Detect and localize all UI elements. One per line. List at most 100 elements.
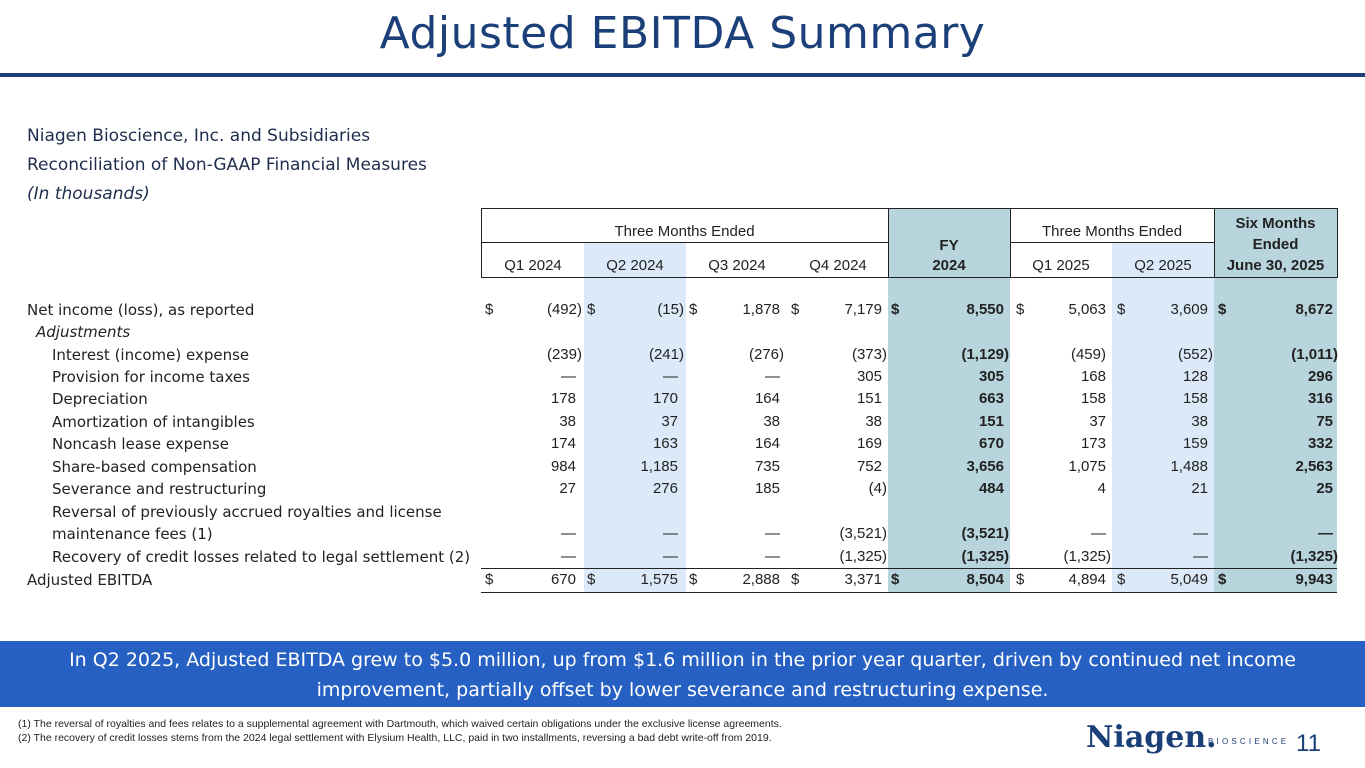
header-fy-left-border bbox=[888, 208, 889, 278]
page-number: 11 bbox=[1296, 730, 1321, 757]
niagen-logo: Niagen. bbox=[1086, 720, 1217, 755]
q2-2024-column-shade bbox=[584, 243, 686, 593]
total-row-bottom-rule bbox=[481, 592, 1337, 593]
col-header-q2-2025: Q2 2025 bbox=[1134, 257, 1192, 274]
provision-q1-2024: — bbox=[561, 368, 576, 385]
recovery-q2-2024: — bbox=[663, 548, 678, 565]
currency-symbol: $ bbox=[1016, 571, 1025, 588]
header-top-border bbox=[481, 208, 1337, 209]
depreciation-q1-2024: 178 bbox=[550, 390, 576, 407]
header-bottom-border bbox=[481, 277, 1337, 278]
interest-q3-2024: (276) bbox=[748, 346, 784, 363]
sbc-q1-2024: 984 bbox=[550, 458, 576, 475]
six-months-column-shade bbox=[1214, 209, 1337, 593]
six-months-header-line1: Six Months bbox=[1235, 215, 1316, 232]
net-income-q1-2025: 5,063 bbox=[1068, 301, 1106, 318]
interest-six-months: (1,011) bbox=[1291, 346, 1338, 363]
currency-symbol: $ bbox=[891, 571, 900, 588]
lease-fy-2024: 670 bbox=[978, 435, 1004, 452]
currency-symbol: $ bbox=[485, 301, 494, 318]
provision-fy-2024: 305 bbox=[978, 368, 1004, 385]
sbc-q1-2025: 1,075 bbox=[1068, 458, 1106, 475]
currency-symbol: $ bbox=[791, 571, 800, 588]
reversal-six-months: — bbox=[1318, 525, 1333, 542]
provision-q1-2025: 168 bbox=[1080, 368, 1106, 385]
depreciation-q3-2024: 164 bbox=[754, 390, 780, 407]
provision-q2-2024: — bbox=[663, 368, 678, 385]
depreciation-q4-2024: 151 bbox=[856, 390, 882, 407]
ebitda-six-months: 9,943 bbox=[1295, 571, 1333, 588]
currency-symbol: $ bbox=[1218, 301, 1227, 318]
row-label-amortization: Amortization of intangibles bbox=[52, 413, 255, 431]
lease-q4-2024: 169 bbox=[856, 435, 882, 452]
depreciation-q2-2025: 158 bbox=[1182, 390, 1208, 407]
interest-fy-2024: (1,129) bbox=[961, 346, 1009, 363]
reversal-q1-2024: — bbox=[561, 525, 576, 542]
amortization-six-months: 75 bbox=[1316, 413, 1333, 430]
severance-q3-2024: 185 bbox=[754, 480, 780, 497]
ebitda-fy-2024: 8,504 bbox=[966, 571, 1004, 588]
provision-six-months: 296 bbox=[1307, 368, 1333, 385]
ebitda-q4-2024: 3,371 bbox=[844, 571, 882, 588]
row-label-interest: Interest (income) expense bbox=[52, 346, 250, 364]
recovery-q4-2024: (1,325) bbox=[839, 548, 887, 565]
severance-q4-2024: (4) bbox=[868, 480, 887, 497]
currency-symbol: $ bbox=[1117, 301, 1126, 318]
banner-line-1: In Q2 2025, Adjusted EBITDA grew to $5.0… bbox=[69, 649, 1296, 671]
net-income-six-months: 8,672 bbox=[1295, 301, 1333, 318]
net-income-q2-2024: (15) bbox=[657, 301, 684, 318]
amortization-q2-2025: 38 bbox=[1191, 413, 1208, 430]
header-fy-right-border bbox=[1010, 208, 1011, 278]
company-name: Niagen Bioscience, Inc. and Subsidiaries bbox=[27, 126, 371, 146]
net-income-q2-2025: 3,609 bbox=[1170, 301, 1208, 318]
row-label-reversal-line1: Reversal of previously accrued royalties… bbox=[52, 503, 442, 521]
col-header-q2-2024: Q2 2024 bbox=[606, 257, 664, 274]
fy-2024-column-shade bbox=[888, 209, 1010, 593]
ebitda-q1-2024: 670 bbox=[550, 571, 576, 588]
currency-symbol: $ bbox=[1218, 571, 1227, 588]
currency-symbol: $ bbox=[689, 301, 698, 318]
severance-fy-2024: 484 bbox=[978, 480, 1004, 497]
col-header-q1-2024: Q1 2024 bbox=[504, 257, 562, 274]
reversal-q2-2025: — bbox=[1193, 525, 1208, 542]
severance-q2-2025: 21 bbox=[1191, 480, 1208, 497]
six-months-header-line3: June 30, 2025 bbox=[1226, 257, 1325, 274]
recovery-q2-2025: — bbox=[1193, 548, 1208, 565]
row-label-net-income: Net income (loss), as reported bbox=[27, 301, 255, 319]
amortization-q4-2024: 38 bbox=[865, 413, 882, 430]
sbc-q3-2024: 735 bbox=[754, 458, 780, 475]
reversal-q2-2024: — bbox=[663, 525, 678, 542]
amortization-fy-2024: 151 bbox=[978, 413, 1004, 430]
interest-q2-2025: (552) bbox=[1177, 346, 1213, 363]
lease-q2-2024: 163 bbox=[652, 435, 678, 452]
row-label-depreciation: Depreciation bbox=[52, 390, 148, 408]
depreciation-q1-2025: 158 bbox=[1080, 390, 1106, 407]
severance-q1-2025: 4 bbox=[1097, 480, 1106, 497]
fy-header-line2: 2024 bbox=[932, 257, 966, 274]
units-note: (In thousands) bbox=[27, 184, 150, 204]
row-label-provision-taxes: Provision for income taxes bbox=[52, 368, 250, 386]
row-label-recovery: Recovery of credit losses related to leg… bbox=[52, 548, 471, 566]
banner-line-2: improvement, partially offset by lower s… bbox=[316, 679, 1049, 701]
col-header-q1-2025: Q1 2025 bbox=[1032, 257, 1090, 274]
interest-q2-2024: (241) bbox=[648, 346, 684, 363]
sbc-q2-2024: 1,185 bbox=[640, 458, 678, 475]
ebitda-q2-2025: 5,049 bbox=[1170, 571, 1208, 588]
header-left-border bbox=[481, 208, 482, 278]
sbc-q4-2024: 752 bbox=[856, 458, 882, 475]
total-row-top-rule bbox=[481, 568, 1337, 569]
row-label-share-based-comp: Share-based compensation bbox=[52, 458, 257, 476]
reversal-q3-2024: — bbox=[765, 525, 780, 542]
row-label-adjusted-ebitda: Adjusted EBITDA bbox=[27, 571, 153, 589]
reversal-fy-2024: (3,521) bbox=[961, 525, 1009, 542]
adjustments-label: Adjustments bbox=[36, 323, 131, 341]
interest-q4-2024: (373) bbox=[851, 346, 887, 363]
row-label-severance: Severance and restructuring bbox=[52, 480, 267, 498]
sbc-q2-2025: 1,488 bbox=[1170, 458, 1208, 475]
lease-six-months: 332 bbox=[1307, 435, 1333, 452]
net-income-q1-2024: (492) bbox=[546, 301, 582, 318]
row-label-noncash-lease: Noncash lease expense bbox=[52, 435, 229, 453]
row-label-reversal-line2: maintenance fees (1) bbox=[52, 525, 213, 543]
recovery-q3-2024: — bbox=[765, 548, 780, 565]
